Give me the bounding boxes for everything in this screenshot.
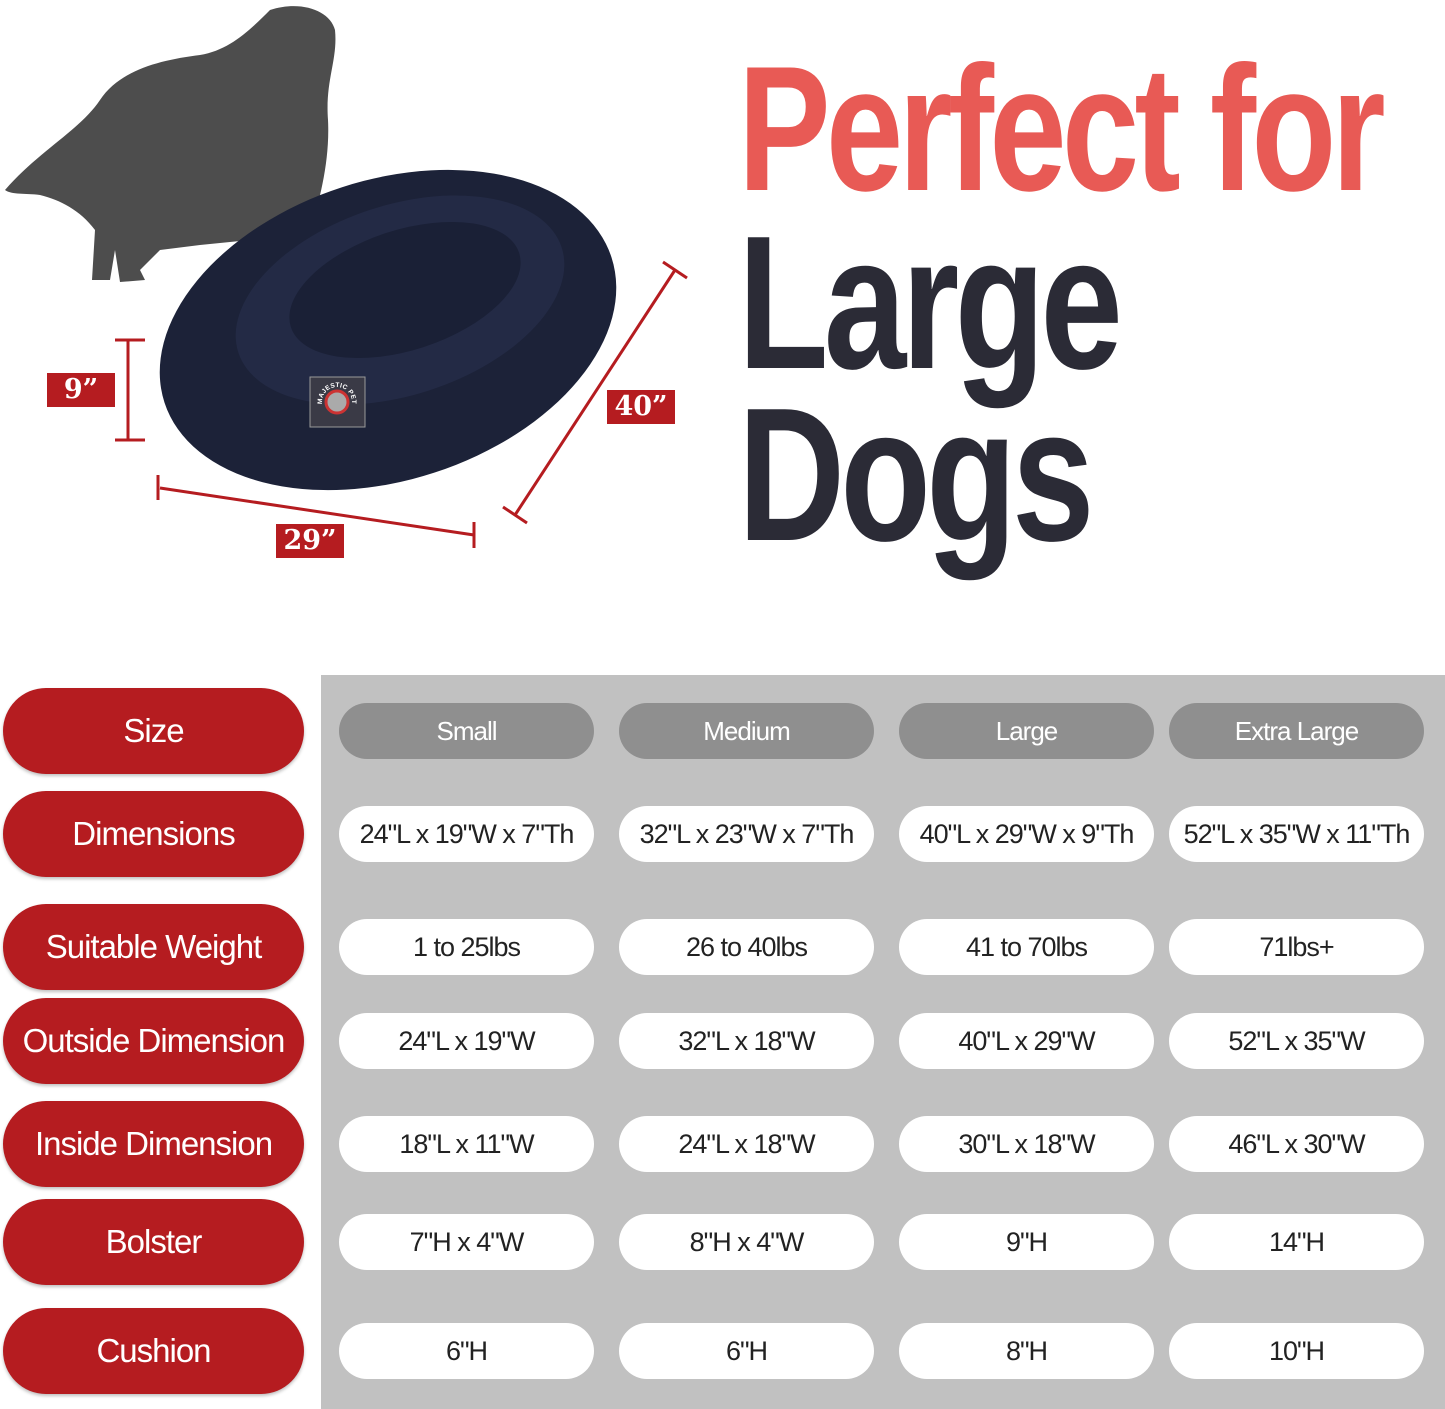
table-cell: 1 to 25lbs bbox=[339, 919, 594, 975]
table-cell: 8"H bbox=[899, 1323, 1154, 1379]
height-dimension-label: 9” bbox=[47, 373, 115, 407]
row-label: Dimensions bbox=[3, 791, 304, 877]
table-cell: 10"H bbox=[1169, 1323, 1424, 1379]
headline-line-2: Large bbox=[738, 197, 1123, 409]
row-label: Size bbox=[3, 688, 304, 774]
table-cell: 24"L x 19"W x 7"Th bbox=[339, 806, 594, 862]
dimension-lines bbox=[115, 260, 688, 548]
row-label: Bolster bbox=[3, 1199, 304, 1285]
headline-line-3: Dogs bbox=[738, 369, 1094, 581]
table-cell: 7"H x 4"W bbox=[339, 1214, 594, 1270]
length-dimension-label: 40” bbox=[607, 390, 675, 424]
table-cell: 32"L x 23"W x 7"Th bbox=[619, 806, 874, 862]
column-header: Large bbox=[899, 703, 1154, 759]
table-cell: 6"H bbox=[339, 1323, 594, 1379]
table-cell: 26 to 40lbs bbox=[619, 919, 874, 975]
column-header: Medium bbox=[619, 703, 874, 759]
row-label: Inside Dimension bbox=[3, 1101, 304, 1187]
table-cell: 52"L x 35"W x 11"Th bbox=[1169, 806, 1424, 862]
table-cell: 6"H bbox=[619, 1323, 874, 1379]
row-label: Cushion bbox=[3, 1308, 304, 1394]
product-illustration: MAJESTIC PET bbox=[5, 6, 688, 548]
column-header: Small bbox=[339, 703, 594, 759]
table-cell: 30"L x 18"W bbox=[899, 1116, 1154, 1172]
table-cell: 9"H bbox=[899, 1214, 1154, 1270]
paw-logo-icon bbox=[324, 389, 350, 415]
table-cell: 40"L x 29"W x 9"Th bbox=[899, 806, 1154, 862]
headline-line-1: Perfect for bbox=[738, 29, 1386, 228]
width-dimension-label: 29” bbox=[276, 524, 344, 558]
table-cell: 14"H bbox=[1169, 1214, 1424, 1270]
table-cell: 24"L x 19"W bbox=[339, 1013, 594, 1069]
table-cell: 41 to 70lbs bbox=[899, 919, 1154, 975]
table-cell: 71lbs+ bbox=[1169, 919, 1424, 975]
table-cell: 52"L x 35"W bbox=[1169, 1013, 1424, 1069]
table-cell: 40"L x 29"W bbox=[899, 1013, 1154, 1069]
table-cell: 18"L x 11"W bbox=[339, 1116, 594, 1172]
column-header: Extra Large bbox=[1169, 703, 1424, 759]
dog-silhouette bbox=[5, 6, 336, 282]
row-label: Suitable Weight bbox=[3, 904, 304, 990]
table-cell: 32"L x 18"W bbox=[619, 1013, 874, 1069]
table-cell: 46"L x 30"W bbox=[1169, 1116, 1424, 1172]
row-label: Outside Dimension bbox=[3, 998, 304, 1084]
table-cell: 24"L x 18"W bbox=[619, 1116, 874, 1172]
table-cell: 8"H x 4"W bbox=[619, 1214, 874, 1270]
